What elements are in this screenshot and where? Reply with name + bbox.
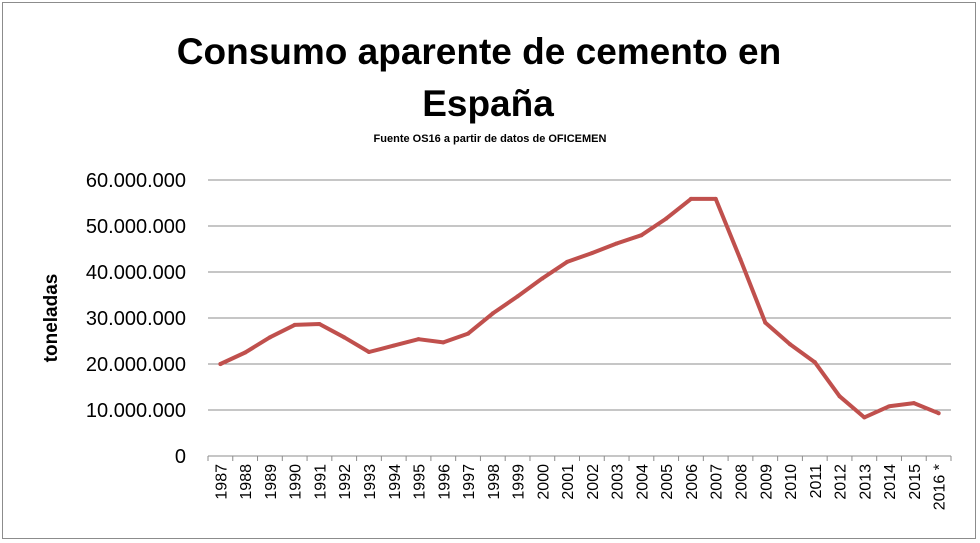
x-tick-label: 2010 — [783, 464, 800, 500]
x-tick-label: 1992 — [337, 464, 354, 500]
y-tick-label: 60.000.000 — [86, 170, 186, 192]
data-point — [936, 411, 941, 416]
x-tick-label: 1993 — [362, 464, 379, 500]
data-point — [267, 335, 272, 340]
x-tick-label: 2011 — [808, 464, 825, 499]
data-point — [911, 401, 916, 406]
data-point — [713, 196, 718, 201]
series-group — [218, 196, 941, 420]
x-tick-label: 2012 — [833, 464, 850, 500]
y-tick-label: 10.000.000 — [86, 400, 186, 422]
data-point — [317, 321, 322, 326]
data-point — [664, 216, 669, 221]
y-tick-label: 50.000.000 — [86, 216, 186, 238]
y-tick-label: 20.000.000 — [86, 354, 186, 376]
x-tick-label: 1988 — [238, 464, 255, 500]
data-point — [466, 331, 471, 336]
y-axis-label: toneladas — [41, 274, 62, 363]
series-line — [218, 196, 941, 420]
y-tick-label: 30.000.000 — [86, 308, 186, 330]
x-tick-label: 2007 — [709, 464, 726, 500]
data-point — [837, 394, 842, 399]
data-point — [218, 362, 223, 366]
data-point — [342, 335, 347, 340]
data-point — [887, 404, 892, 409]
x-tick-label: 2003 — [610, 464, 627, 500]
x-tick-label: 1998 — [486, 464, 503, 500]
x-tick-label: 2015 — [907, 464, 924, 500]
x-tick-label: 1994 — [387, 464, 404, 500]
x-tick-label: 1989 — [263, 464, 280, 500]
x-tick-label: 2002 — [585, 464, 602, 500]
data-point — [515, 294, 520, 299]
data-point — [243, 350, 248, 355]
data-point — [812, 360, 817, 365]
x-tick-label: 1990 — [288, 464, 305, 500]
x-tick-label: 2013 — [857, 464, 874, 500]
y-tick-label: 40.000.000 — [86, 262, 186, 284]
data-point — [416, 337, 421, 342]
x-axis-tick-labels: 1987 1988 1989 1990 1991 1992 1993 1994 1995 1996… — [207, 456, 952, 510]
x-tick-label: 1995 — [412, 464, 429, 500]
data-point — [738, 257, 743, 262]
data-point — [391, 343, 396, 348]
data-point — [441, 340, 446, 345]
data-point — [639, 233, 644, 238]
x-tick-label: 2001 — [560, 464, 577, 500]
x-tick-label: 2014 — [882, 464, 899, 500]
y-axis-tick-labels: 0 10.000.000 20.000.000 30.000.000 40.000.00… — [86, 170, 186, 468]
x-tick-label: 2000 — [535, 464, 552, 500]
x-tick-label: 2009 — [758, 464, 775, 500]
x-tick-label: 1997 — [461, 464, 478, 500]
chart-title-line-2: España — [422, 83, 554, 124]
x-tick-label: 1999 — [511, 464, 528, 500]
data-point — [862, 415, 867, 420]
data-point — [788, 342, 793, 347]
x-tick-label: 2016 * — [932, 464, 949, 510]
x-tick-label: 2005 — [659, 464, 676, 500]
data-point — [490, 311, 495, 316]
chart-title-line-1: Consumo aparente de cemento en — [176, 31, 782, 72]
data-point — [614, 241, 619, 246]
x-tick-label: 2006 — [684, 464, 701, 500]
y-tick-label: 0 — [175, 446, 186, 468]
data-point — [540, 276, 545, 281]
x-tick-label: 2008 — [733, 464, 750, 500]
x-tick-label: 1987 — [213, 464, 230, 500]
data-point — [565, 259, 570, 264]
data-point — [292, 322, 297, 327]
data-point — [763, 320, 768, 325]
x-tick-label: 2004 — [634, 464, 651, 500]
data-point — [589, 251, 594, 256]
chart-subtitle: Fuente OS16 a partir de datos de OFICEME… — [373, 133, 607, 145]
data-point — [688, 196, 693, 201]
x-tick-label: 1991 — [312, 464, 329, 500]
x-tick-label: 1996 — [436, 464, 453, 500]
chart-title: Consumo aparente de cemento en España — [0, 26, 980, 130]
gridlines — [208, 179, 951, 411]
data-point — [366, 350, 371, 355]
